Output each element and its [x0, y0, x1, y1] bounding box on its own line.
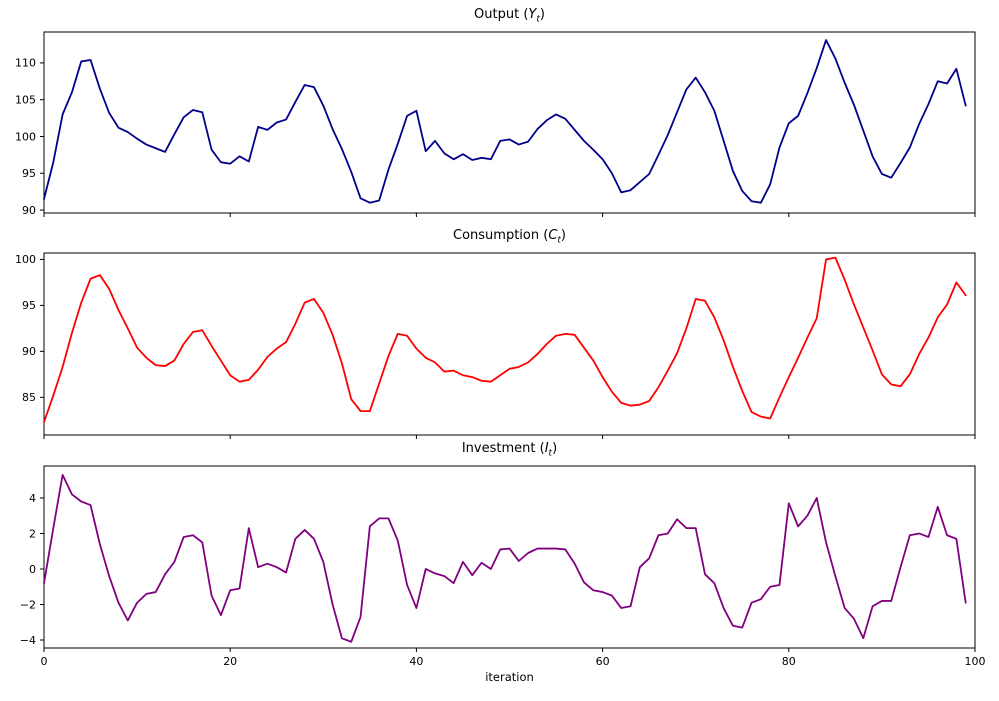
- y-tick-label: 100: [15, 130, 36, 143]
- title-var: Y: [528, 7, 537, 22]
- panel-top-axes: 90 95 100 105 110: [15, 31, 976, 217]
- panel-title-investment: Investment (It): [44, 441, 975, 462]
- title-text: ): [552, 441, 558, 456]
- panel-title-output: Output (Yt): [44, 7, 975, 28]
- y-tick-label: 100: [15, 253, 36, 266]
- y-tick-label: −4: [20, 634, 36, 647]
- y-tick-label: −2: [20, 598, 36, 611]
- axes-frame: [43, 465, 976, 649]
- x-tick-label: 80: [782, 655, 796, 668]
- title-text: ): [560, 228, 566, 243]
- title-sub: t: [548, 448, 553, 459]
- panel-title-consumption: Consumption (Ct): [44, 228, 975, 249]
- y-tick-label: 95: [22, 299, 36, 312]
- title-text: Consumption (: [453, 228, 549, 243]
- y-tick-label: 85: [22, 391, 36, 404]
- y-tick-label: 0: [29, 563, 36, 576]
- title-text: ): [539, 7, 545, 22]
- y-tick-label: 90: [22, 345, 36, 358]
- output-line: [43, 39, 967, 204]
- x-tick-label: 60: [596, 655, 610, 668]
- x-tick-label: 100: [965, 655, 986, 668]
- x-tick-label: 20: [223, 655, 237, 668]
- consumption-line: [43, 256, 967, 424]
- y-tick-label: 105: [15, 93, 36, 106]
- x-tick-label: 40: [409, 655, 423, 668]
- investment-line: [43, 473, 967, 643]
- title-text: Output (: [474, 7, 529, 22]
- axes-frame: [43, 31, 976, 214]
- x-axis-label: iteration: [485, 670, 534, 684]
- x-tick-label: 0: [41, 655, 48, 668]
- title-var: C: [548, 228, 558, 243]
- y-tick-label: 2: [29, 527, 36, 540]
- y-tick-label: 90: [22, 204, 36, 217]
- axes-frame: [43, 252, 976, 436]
- title-sub: t: [536, 14, 540, 25]
- y-tick-label: 4: [29, 492, 36, 505]
- panel-middle-axes: 85 90 95 100: [15, 252, 976, 439]
- y-tick-label: 110: [15, 57, 36, 70]
- title-text: Investment (: [461, 441, 545, 456]
- y-tick-label: 95: [22, 167, 36, 180]
- title-var: I: [544, 441, 549, 456]
- title-sub: t: [557, 235, 561, 246]
